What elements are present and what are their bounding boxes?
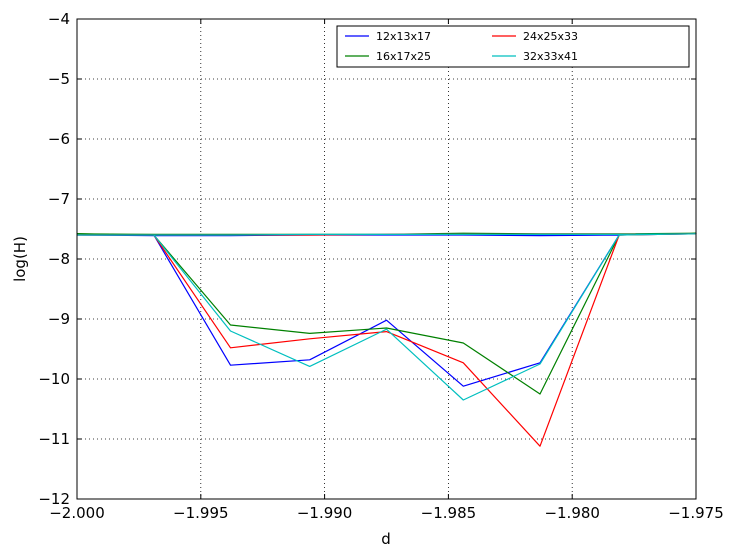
grid — [77, 19, 696, 499]
legend-label: 12x13x17 — [376, 30, 431, 43]
x-tick-label: −1.985 — [421, 504, 477, 522]
ticks: −2.000 −1.995 −1.990 −1.985 −1.980 −1.975 −12 −… — [38, 10, 723, 522]
y-tick-label: −9 — [48, 310, 70, 328]
y-tick-label: −10 — [38, 370, 70, 388]
legend-label: 24x25x33 — [523, 30, 578, 43]
legend: 12x13x17 16x17x25 24x25x33 32x33x41 — [336, 25, 690, 68]
y-axis-label: log(H) — [11, 236, 29, 282]
x-tick-label: −1.990 — [297, 504, 353, 522]
y-tick-label: −6 — [48, 130, 70, 148]
x-tick-label: −1.980 — [544, 504, 600, 522]
legend-label: 16x17x25 — [376, 50, 431, 63]
legend-label: 32x33x41 — [523, 50, 578, 63]
x-tick-label: −1.995 — [173, 504, 229, 522]
y-tick-label: −7 — [48, 190, 70, 208]
y-tick-label: −4 — [48, 10, 70, 28]
y-tick-label: −11 — [38, 430, 70, 448]
y-tick-label: −12 — [38, 490, 70, 508]
x-axis-label: d — [381, 530, 391, 548]
legend-box — [336, 25, 690, 68]
y-tick-label: −8 — [48, 250, 70, 268]
y-tick-label: −5 — [48, 70, 70, 88]
x-tick-label: −1.975 — [668, 504, 724, 522]
x-tick-label: −2.000 — [49, 504, 105, 522]
